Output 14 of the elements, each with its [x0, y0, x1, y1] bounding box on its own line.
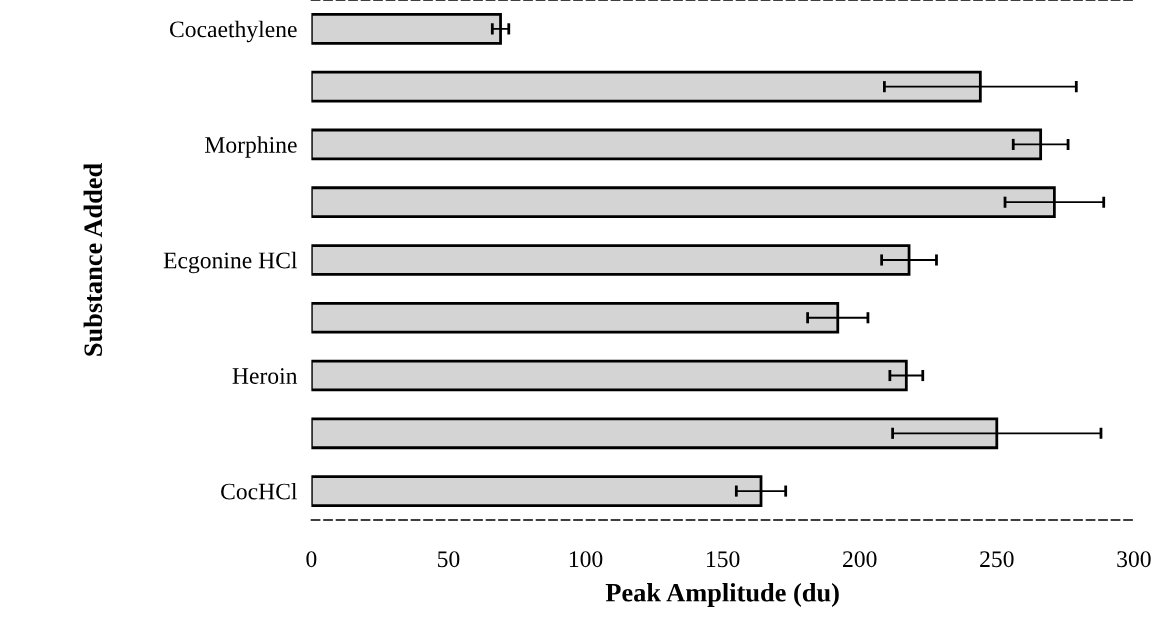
x-axis-title: Peak Amplitude (du)	[605, 583, 839, 607]
x-tick-label: 50	[438, 551, 460, 568]
x-tick-label: 100	[569, 551, 603, 568]
y-tick-label: Heroin	[232, 368, 298, 384]
y-axis-title: Substance Added	[83, 163, 103, 356]
x-tick-label: 200	[843, 551, 877, 568]
y-tick-label: Cocaethylene	[169, 20, 297, 43]
x-tick-label: 150	[706, 551, 740, 568]
y-tick-label: CocHCl	[221, 482, 298, 500]
y-tick-label: Ecgonine HCl	[163, 251, 298, 274]
x-tick-label: 300	[1117, 551, 1151, 568]
x-tick-label: 0	[306, 551, 317, 568]
y-tick-label: Morphine	[205, 136, 297, 158]
x-tick-label: 250	[980, 551, 1014, 568]
